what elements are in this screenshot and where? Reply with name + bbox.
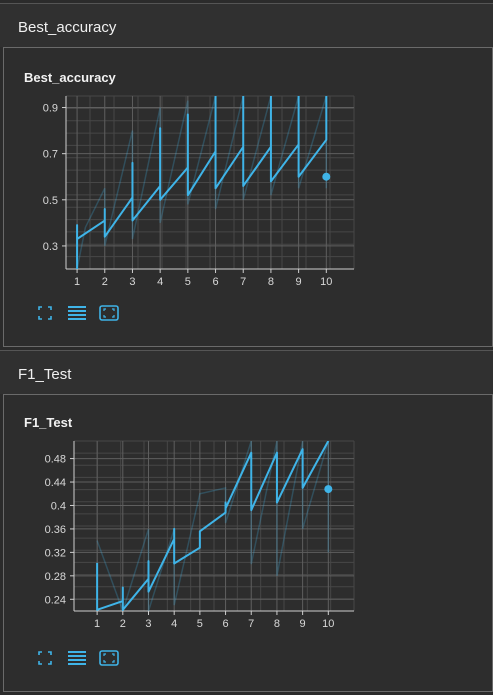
x-tick: 8 <box>274 611 280 630</box>
expand-button[interactable] <box>98 649 120 667</box>
y-tick: 0.5 <box>43 195 66 207</box>
y-tick-label: 0.44 <box>45 477 66 489</box>
y-tick: 0.24 <box>45 594 74 606</box>
y-tick: 0.28 <box>45 571 74 583</box>
y-tick: 0.48 <box>45 454 74 466</box>
y-tick: 0.9 <box>43 103 66 115</box>
section-header-f1-test[interactable]: F1_Test <box>0 350 493 394</box>
x-tick: 3 <box>145 611 152 630</box>
log-scale-icon <box>68 651 86 665</box>
x-tick: 4 <box>171 611 177 630</box>
x-tick-label: 6 <box>212 276 218 288</box>
y-tick-label: 0.5 <box>43 195 58 207</box>
y-tick: 0.32 <box>45 547 74 559</box>
x-tick: 10 <box>322 611 334 630</box>
x-tick: 1 <box>94 611 100 630</box>
x-tick-label: 6 <box>222 618 228 630</box>
expand-icon <box>99 305 119 321</box>
x-tick-label: 3 <box>145 618 151 630</box>
chart-card-f1-test: F1_Test 0.24 0.28 0.32 0.36 0.4 0.44 0.48 1 2 3 4 5… <box>3 394 493 692</box>
x-tick-label: 9 <box>300 618 306 630</box>
x-tick-label: 7 <box>240 276 246 288</box>
y-tick: 0.4 <box>51 500 74 512</box>
y-tick-label: 0.24 <box>45 594 66 606</box>
expand-button[interactable] <box>98 304 120 322</box>
log-scale-icon <box>68 306 86 320</box>
x-tick: 2 <box>102 269 108 288</box>
y-tick-label: 0.28 <box>45 571 66 583</box>
x-tick: 8 <box>268 269 274 288</box>
chart-toolbar <box>34 304 120 322</box>
x-tick-label: 8 <box>274 618 280 630</box>
x-tick-label: 8 <box>268 276 274 288</box>
y-tick-label: 0.32 <box>45 547 66 559</box>
x-tick: 7 <box>248 611 254 630</box>
x-tick: 6 <box>222 611 229 630</box>
log-scale-button[interactable] <box>66 649 88 667</box>
best-accuracy-chart[interactable]: 0.3 0.5 0.7 0.9 1 2 3 4 5 6 7 8 9 10 <box>4 94 492 314</box>
smoothed-series-line <box>76 96 328 269</box>
x-tick-label: 5 <box>197 618 203 630</box>
y-tick-label: 0.3 <box>43 241 58 253</box>
series-line <box>76 96 328 269</box>
series-line <box>96 441 330 611</box>
fit-domain-icon <box>38 306 52 320</box>
x-tick: 10 <box>320 269 332 288</box>
x-tick-label: 1 <box>94 618 100 630</box>
y-tick: 0.44 <box>45 477 74 489</box>
x-tick-label: 9 <box>296 276 302 288</box>
grid-lines <box>65 95 355 270</box>
x-tick-label: 5 <box>185 276 191 288</box>
x-tick-label: 10 <box>320 276 332 288</box>
y-tick-label: 0.9 <box>43 103 58 115</box>
y-tick-label: 0.48 <box>45 454 66 466</box>
x-tick: 1 <box>74 269 80 288</box>
x-tick-label: 2 <box>120 618 126 630</box>
f1-test-chart[interactable]: 0.24 0.28 0.32 0.36 0.4 0.44 0.48 1 2 3 4 5 6 7 8 9 10 <box>4 439 492 649</box>
series-end-point <box>322 172 331 181</box>
fit-domain-button[interactable] <box>34 649 56 667</box>
expand-icon <box>99 650 119 666</box>
chart-card-best-accuracy: Best_accuracy 0.3 0.5 0.7 0.9 1 2 3 4 5 6 7 8 9 10 <box>3 47 493 347</box>
series-end-point <box>324 485 333 494</box>
x-tick-label: 2 <box>102 276 108 288</box>
y-tick-label: 0.4 <box>51 500 66 512</box>
x-tick-label: 4 <box>157 276 163 288</box>
x-tick: 9 <box>300 611 306 630</box>
y-tick-label: 0.7 <box>43 149 58 161</box>
x-tick: 3 <box>129 269 136 288</box>
chart-toolbar <box>34 649 120 667</box>
x-tick: 4 <box>157 269 163 288</box>
y-tick: 0.36 <box>45 524 74 536</box>
x-tick: 5 <box>185 269 191 288</box>
y-tick: 0.3 <box>43 241 66 253</box>
x-tick-label: 4 <box>171 618 177 630</box>
chart-card-title: Best_accuracy <box>24 70 116 85</box>
grid-lines <box>73 440 355 612</box>
x-tick: 2 <box>120 611 126 630</box>
section-title: F1_Test <box>18 366 72 383</box>
x-tick-label: 1 <box>74 276 80 288</box>
section-title: Best_accuracy <box>18 19 117 36</box>
x-tick: 6 <box>212 269 219 288</box>
chart-card-title: F1_Test <box>24 415 73 430</box>
fit-domain-button[interactable] <box>34 304 56 322</box>
x-tick: 9 <box>296 269 302 288</box>
y-tick-label: 0.36 <box>45 524 66 536</box>
x-tick-label: 3 <box>129 276 135 288</box>
x-tick-label: 10 <box>322 618 334 630</box>
log-scale-button[interactable] <box>66 304 88 322</box>
fit-domain-icon <box>38 651 52 665</box>
x-tick-label: 7 <box>248 618 254 630</box>
x-tick: 7 <box>240 269 246 288</box>
x-tick: 5 <box>197 611 203 630</box>
y-tick: 0.7 <box>43 149 66 161</box>
section-header-best-accuracy[interactable]: Best_accuracy <box>0 3 493 47</box>
